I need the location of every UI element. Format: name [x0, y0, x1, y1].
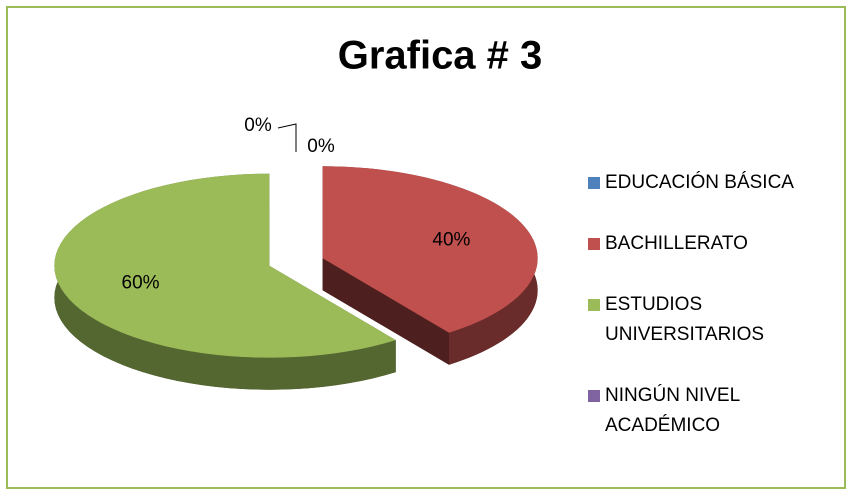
chart-title: Grafica # 3 — [338, 34, 543, 78]
legend-swatch — [588, 238, 600, 250]
legend-label: NINGÚN NIVEL ACADÉMICO — [605, 385, 740, 436]
legend-label: EDUCACIÓN BÁSICA — [605, 172, 794, 193]
legend-swatch — [588, 177, 600, 189]
slice-wall — [322, 258, 450, 365]
slice-top — [322, 166, 538, 333]
slice-side — [54, 173, 396, 390]
slice-top — [54, 173, 396, 358]
pie: 0% 40% 60% 0% — [54, 115, 538, 390]
leader-line — [277, 123, 297, 152]
slice — [322, 166, 538, 365]
legend-label: ESTUDIOS UNIVERSITARIOS — [605, 294, 765, 345]
legend-item: EDUCACIÓN BÁSICA — [588, 168, 828, 198]
legend-item: NINGÚN NIVEL ACADÉMICO — [588, 381, 828, 441]
legend-label: BACHILLERATO — [605, 233, 748, 254]
slice — [54, 173, 396, 390]
data-label: 40% — [432, 229, 470, 250]
data-label: 60% — [122, 273, 160, 294]
legend-item: ESTUDIOS UNIVERSITARIOS — [588, 290, 828, 350]
data-label: 0% — [307, 136, 335, 157]
legend-swatch — [588, 299, 600, 311]
legend: EDUCACIÓN BÁSICA BACHILLERATO ESTUDIOS UNI… — [588, 168, 828, 441]
legend-item: BACHILLERATO — [588, 229, 828, 259]
data-label: 0% — [244, 115, 272, 136]
legend-swatch — [588, 390, 600, 402]
